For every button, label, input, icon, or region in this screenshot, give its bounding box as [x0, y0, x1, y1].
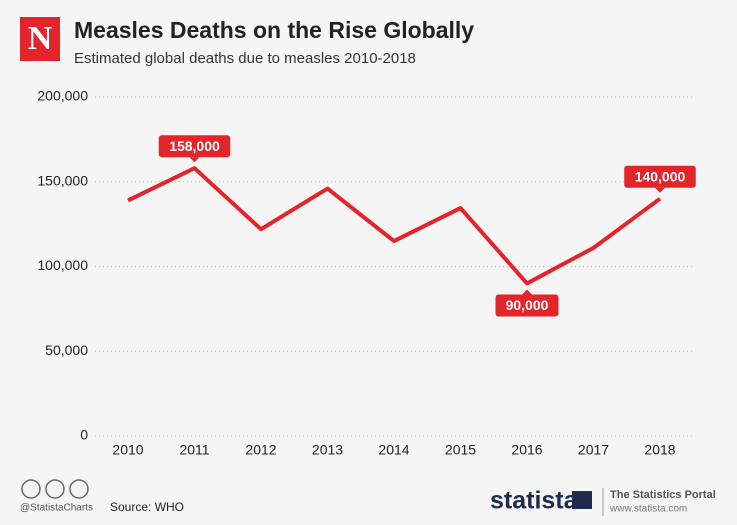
source: Source: WHO [110, 500, 184, 514]
logo: N [28, 20, 53, 57]
chart-title: Measles Deaths on the Rise Globally [74, 17, 474, 43]
brand: statista [490, 487, 579, 515]
x-tick-label: 2017 [578, 442, 609, 458]
x-tick-label: 2010 [112, 442, 143, 458]
nd-icon [69, 479, 89, 499]
label-box [495, 294, 559, 317]
y-tick-label: 200,000 [37, 88, 88, 104]
chart-subtitle: Estimated global deaths due to measles 2… [74, 50, 416, 67]
cc-icon [21, 479, 41, 499]
y-tick-label: 0 [80, 427, 88, 443]
label-pointer [189, 157, 200, 163]
logo-box [20, 17, 60, 61]
x-tick-label: 2011 [179, 442, 209, 458]
y-tick-label: 50,000 [45, 342, 88, 358]
label-pointer [522, 289, 532, 295]
credit: @StatistaCharts [20, 503, 93, 514]
brand-icon [572, 491, 592, 509]
x-tick-label: 2012 [245, 442, 276, 458]
by-icon [45, 479, 65, 499]
y-tick-label: 150,000 [37, 172, 88, 188]
data-label: 90,000 [506, 297, 549, 313]
data-label: 140,000 [635, 168, 686, 184]
label-box [158, 135, 231, 158]
x-tick-label: 2016 [511, 442, 542, 458]
label-pointer [655, 187, 665, 193]
x-tick-label: 2013 [312, 442, 343, 458]
portal: The Statistics Portal [610, 489, 716, 501]
line [127, 166, 662, 286]
url: www.statista.com [609, 504, 687, 515]
y-tick-label: 100,000 [37, 257, 88, 273]
label-box [624, 165, 696, 188]
x-tick-label: 2018 [644, 442, 675, 458]
x-tick-label: 2015 [445, 442, 476, 458]
x-tick-label: 2014 [378, 442, 409, 458]
data-label: 158,000 [169, 138, 220, 154]
